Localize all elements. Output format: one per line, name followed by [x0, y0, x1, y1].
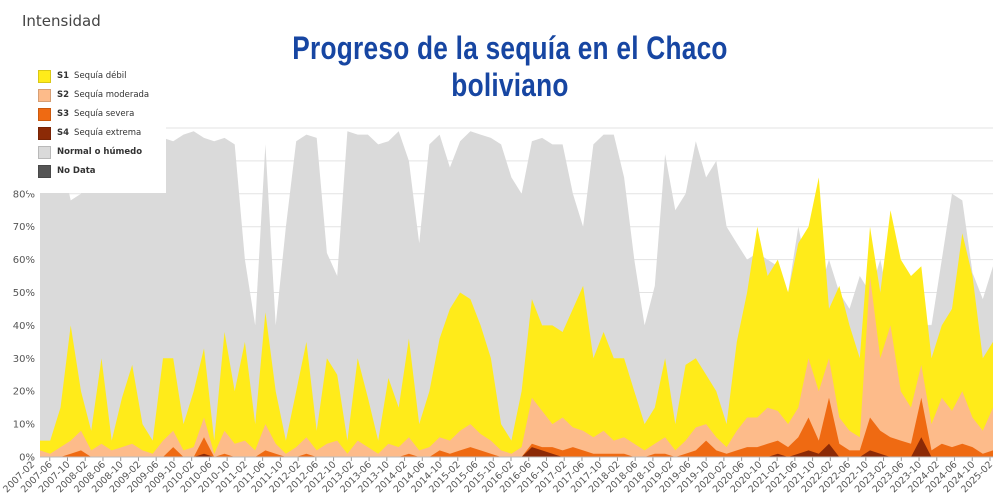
legend-code-s3: S3 — [57, 109, 70, 119]
y-tick-label: 20% — [13, 387, 35, 398]
legend-item-s2[interactable]: S2 Sequía moderada — [38, 88, 149, 102]
y-tick-label: 70% — [13, 222, 35, 233]
area-sequ-a-d-bil[interactable] — [40, 177, 993, 457]
y-tick-label: 40% — [13, 321, 35, 332]
legend-swatch-nodata — [38, 164, 51, 178]
y-axis: 0% 10% 20% 30% 40% 50% 60% 70% 80% — [13, 189, 35, 463]
legend-item-s1[interactable]: S1 Sequía débil — [38, 69, 126, 83]
legend-swatch-s3 — [38, 107, 51, 121]
area-sequ-a-severa[interactable] — [40, 397, 993, 457]
intensity-label: Intensidad — [22, 12, 101, 30]
legend-item-normal[interactable]: Normal o húmedo — [38, 145, 142, 159]
y-tick-label: 10% — [13, 420, 35, 431]
legend-code-s2: S2 — [57, 90, 70, 100]
legend-swatch-s2 — [38, 88, 51, 102]
legend-label-s1: Sequía débil — [74, 71, 127, 81]
y-tick-label: 60% — [13, 255, 35, 266]
y-tick-label: 0% — [19, 453, 35, 464]
legend-item-s4[interactable]: S4 Sequía extrema — [38, 126, 141, 140]
legend-swatch-s4 — [38, 126, 51, 140]
area-sequ-a-moderada[interactable] — [40, 276, 993, 457]
legend-code-s1: S1 — [57, 71, 70, 81]
area-series — [40, 131, 993, 458]
chart-title: Progreso de la sequía en el Chaco bolivi… — [292, 30, 728, 103]
legend: S1 Sequía débil S2 Sequía moderada S3 Se… — [28, 63, 166, 193]
legend-label-s4: Sequía extrema — [74, 128, 142, 138]
legend-label-normal: Normal o húmedo — [57, 147, 143, 157]
legend-label-s2: Sequía moderada — [74, 90, 150, 100]
legend-swatch-normal — [38, 145, 51, 159]
legend-swatch-s1 — [38, 69, 51, 83]
legend-item-nodata[interactable]: No Data — [38, 164, 96, 178]
legend-item-s3[interactable]: S3 Sequía severa — [38, 107, 134, 121]
y-tick-label: 30% — [13, 354, 35, 365]
y-tick-label: 50% — [13, 288, 35, 299]
x-axis: 2007-022007-062007-102008-022008-062008-… — [1, 456, 995, 495]
legend-code-s4: S4 — [57, 128, 70, 138]
y-tick-label: 80% — [13, 189, 35, 200]
legend-label-s3: Sequía severa — [74, 109, 135, 119]
legend-label-nodata: No Data — [57, 166, 96, 176]
